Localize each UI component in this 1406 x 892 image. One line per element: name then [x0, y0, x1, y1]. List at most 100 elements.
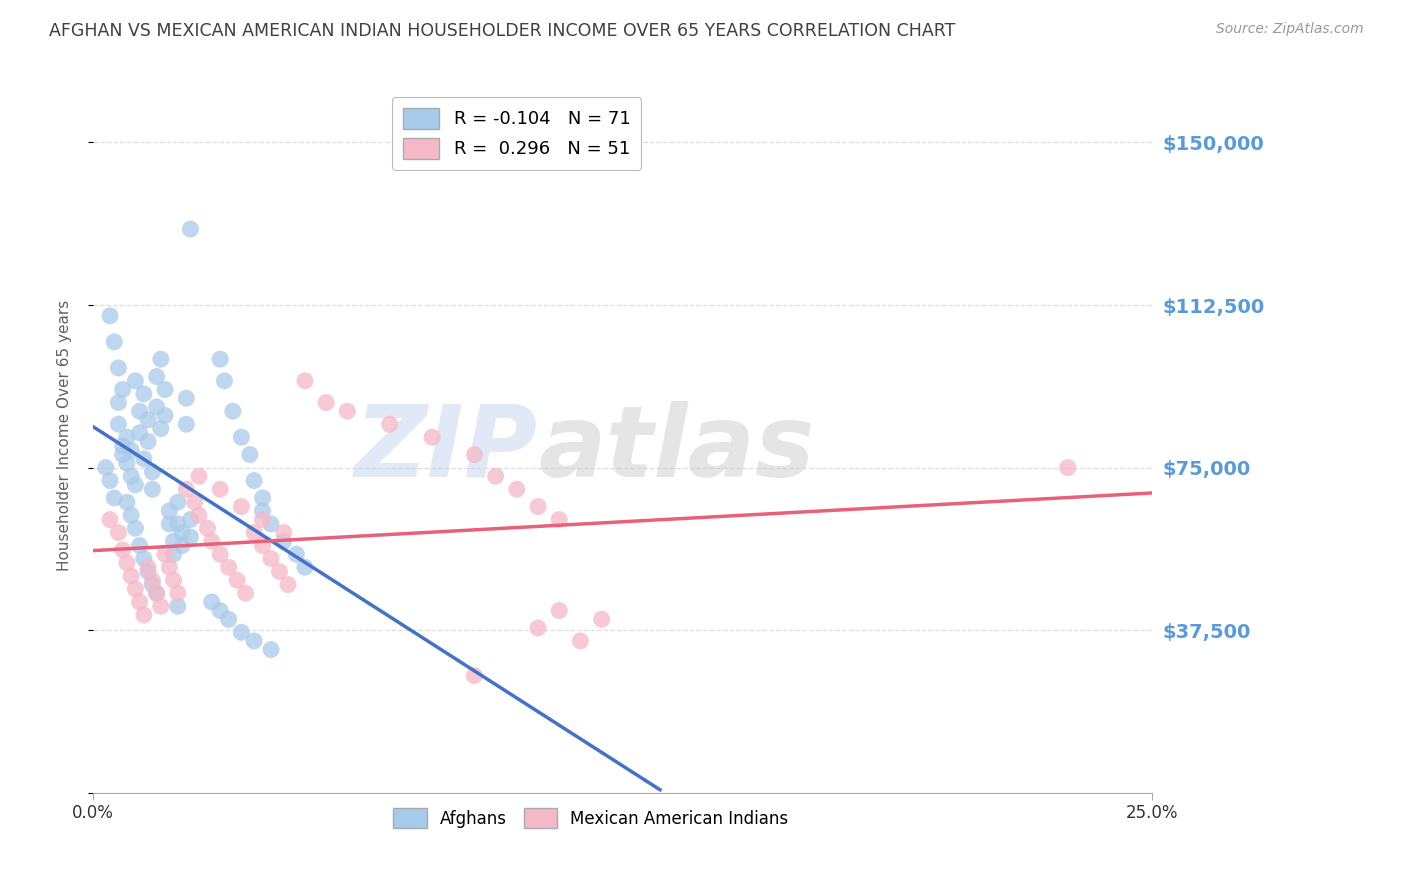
- Point: [222, 404, 245, 418]
- Point: [111, 542, 134, 557]
- Point: [201, 534, 224, 549]
- Point: [120, 469, 142, 483]
- Point: [120, 569, 142, 583]
- Point: [128, 539, 150, 553]
- Point: [111, 439, 134, 453]
- Point: [174, 482, 197, 496]
- Point: [260, 642, 283, 657]
- Point: [162, 547, 184, 561]
- Point: [506, 482, 529, 496]
- Point: [243, 474, 266, 488]
- Point: [128, 425, 150, 440]
- Point: [484, 469, 506, 483]
- Point: [128, 404, 150, 418]
- Point: [463, 668, 485, 682]
- Point: [157, 516, 180, 531]
- Point: [115, 456, 138, 470]
- Point: [136, 413, 159, 427]
- Point: [141, 482, 163, 496]
- Point: [153, 547, 176, 561]
- Point: [157, 504, 180, 518]
- Point: [136, 565, 159, 579]
- Point: [124, 478, 146, 492]
- Point: [98, 512, 121, 526]
- Point: [277, 577, 299, 591]
- Point: [294, 374, 316, 388]
- Point: [179, 512, 201, 526]
- Point: [209, 352, 232, 367]
- Point: [252, 539, 274, 553]
- Point: [94, 460, 117, 475]
- Point: [107, 417, 129, 432]
- Point: [252, 491, 274, 505]
- Point: [136, 560, 159, 574]
- Point: [149, 352, 172, 367]
- Point: [231, 500, 253, 514]
- Point: [166, 495, 188, 509]
- Point: [136, 434, 159, 449]
- Point: [103, 334, 125, 349]
- Point: [120, 443, 142, 458]
- Point: [115, 556, 138, 570]
- Point: [141, 574, 163, 588]
- Point: [378, 417, 401, 432]
- Point: [141, 465, 163, 479]
- Point: [132, 387, 155, 401]
- Point: [174, 391, 197, 405]
- Point: [420, 430, 443, 444]
- Point: [214, 374, 236, 388]
- Text: atlas: atlas: [538, 401, 814, 498]
- Point: [231, 625, 253, 640]
- Point: [548, 604, 571, 618]
- Point: [218, 612, 240, 626]
- Point: [120, 508, 142, 523]
- Point: [188, 508, 211, 523]
- Point: [235, 586, 257, 600]
- Point: [243, 525, 266, 540]
- Point: [209, 482, 232, 496]
- Point: [145, 586, 167, 600]
- Point: [260, 551, 283, 566]
- Text: ZIP: ZIP: [354, 401, 538, 498]
- Text: Source: ZipAtlas.com: Source: ZipAtlas.com: [1216, 22, 1364, 37]
- Point: [269, 565, 291, 579]
- Point: [124, 374, 146, 388]
- Point: [548, 512, 571, 526]
- Point: [157, 560, 180, 574]
- Point: [285, 547, 308, 561]
- Point: [1056, 460, 1078, 475]
- Point: [179, 222, 201, 236]
- Point: [145, 369, 167, 384]
- Point: [243, 634, 266, 648]
- Point: [149, 599, 172, 614]
- Point: [115, 430, 138, 444]
- Point: [128, 595, 150, 609]
- Point: [166, 586, 188, 600]
- Point: [294, 560, 316, 574]
- Point: [260, 516, 283, 531]
- Point: [132, 551, 155, 566]
- Point: [174, 417, 197, 432]
- Point: [141, 577, 163, 591]
- Point: [591, 612, 613, 626]
- Point: [273, 525, 295, 540]
- Point: [166, 599, 188, 614]
- Point: [153, 409, 176, 423]
- Point: [162, 574, 184, 588]
- Point: [103, 491, 125, 505]
- Point: [231, 430, 253, 444]
- Point: [179, 530, 201, 544]
- Point: [98, 474, 121, 488]
- Point: [239, 448, 262, 462]
- Point: [111, 448, 134, 462]
- Point: [188, 469, 211, 483]
- Y-axis label: Householder Income Over 65 years: Householder Income Over 65 years: [58, 300, 72, 571]
- Point: [124, 582, 146, 596]
- Point: [201, 595, 224, 609]
- Legend: Afghans, Mexican American Indians: Afghans, Mexican American Indians: [387, 802, 796, 834]
- Point: [145, 400, 167, 414]
- Text: AFGHAN VS MEXICAN AMERICAN INDIAN HOUSEHOLDER INCOME OVER 65 YEARS CORRELATION C: AFGHAN VS MEXICAN AMERICAN INDIAN HOUSEH…: [49, 22, 956, 40]
- Point: [209, 604, 232, 618]
- Point: [124, 521, 146, 535]
- Point: [252, 512, 274, 526]
